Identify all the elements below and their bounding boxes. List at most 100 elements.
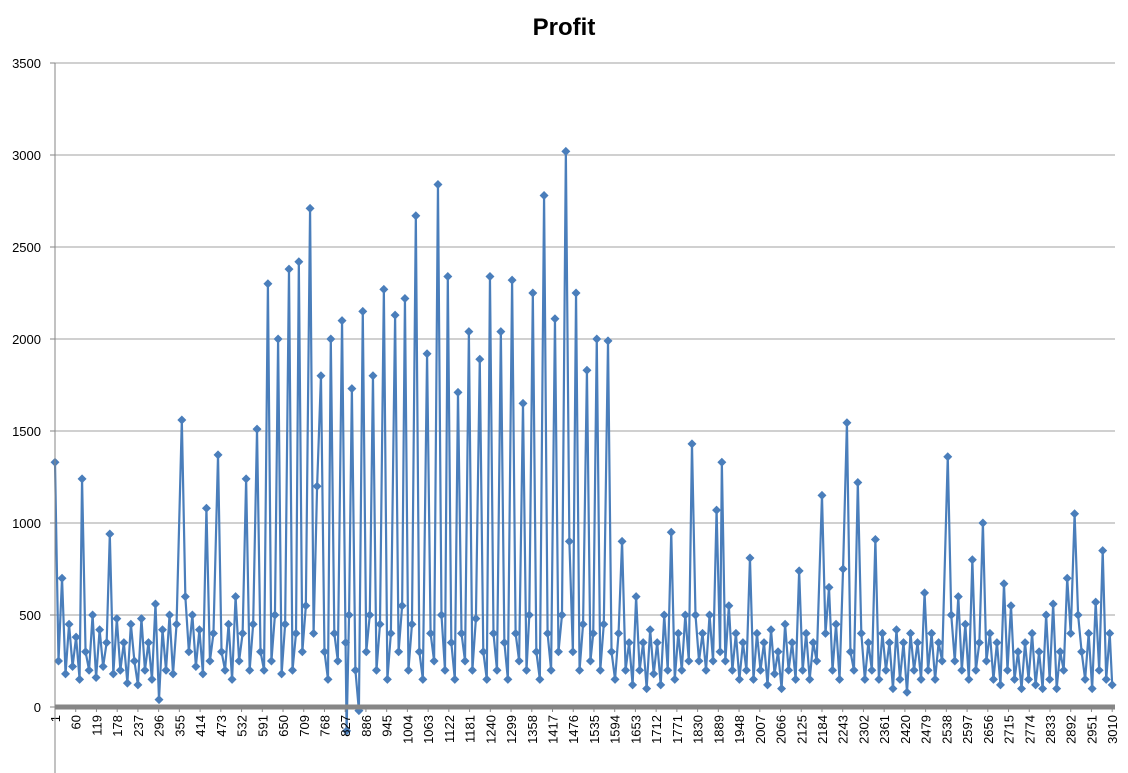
x-tick-label: 1358 xyxy=(525,715,540,744)
x-tick-label: 119 xyxy=(89,715,104,736)
data-point xyxy=(84,665,94,675)
y-tick-label: 1500 xyxy=(12,424,41,439)
data-point xyxy=(433,179,443,189)
data-point xyxy=(902,687,912,697)
x-tick-label: 2184 xyxy=(815,715,830,744)
data-point xyxy=(687,439,697,449)
data-point xyxy=(992,638,1002,648)
data-point xyxy=(649,669,659,679)
data-point xyxy=(971,665,981,675)
x-tick-label: 2833 xyxy=(1043,715,1058,744)
data-point xyxy=(329,628,339,638)
data-point xyxy=(323,674,333,684)
data-point xyxy=(535,674,545,684)
data-point xyxy=(1031,680,1041,690)
y-tick-label: 500 xyxy=(19,608,41,623)
data-point xyxy=(916,674,926,684)
data-point xyxy=(514,656,524,666)
data-point xyxy=(845,647,855,657)
y-tick-label: 2000 xyxy=(12,332,41,347)
data-point xyxy=(891,625,901,635)
data-point xyxy=(266,656,276,666)
data-point xyxy=(471,614,481,624)
data-point xyxy=(784,665,794,675)
data-point xyxy=(1024,674,1034,684)
data-point xyxy=(867,665,877,675)
data-point xyxy=(150,599,160,609)
data-point xyxy=(227,674,237,684)
data-point xyxy=(974,638,984,648)
data-point xyxy=(1084,628,1094,638)
data-point xyxy=(599,619,609,629)
data-point xyxy=(172,619,182,629)
data-point xyxy=(805,674,815,684)
x-tick-label: 532 xyxy=(235,715,250,737)
x-tick-label: 2538 xyxy=(939,715,954,744)
x-tick-label: 1653 xyxy=(628,715,643,744)
data-point xyxy=(184,647,194,657)
data-point xyxy=(631,592,641,602)
data-point xyxy=(115,665,125,675)
data-point xyxy=(801,628,811,638)
data-point xyxy=(220,665,230,675)
data-point xyxy=(231,592,241,602)
data-point xyxy=(429,656,439,666)
data-point xyxy=(337,316,347,326)
data-point xyxy=(1062,573,1072,583)
x-tick-label: 473 xyxy=(214,715,229,737)
data-point xyxy=(518,398,528,408)
data-point xyxy=(361,647,371,657)
data-point xyxy=(347,384,357,394)
data-point xyxy=(720,656,730,666)
data-point xyxy=(557,610,567,620)
data-point xyxy=(371,665,381,675)
data-point xyxy=(812,656,822,666)
data-point xyxy=(663,665,673,675)
data-point xyxy=(291,628,301,638)
data-point xyxy=(995,680,1005,690)
data-point xyxy=(927,628,937,638)
x-tick-label: 1948 xyxy=(732,715,747,744)
data-point xyxy=(680,610,690,620)
data-point xyxy=(333,656,343,666)
x-tick-label: 1004 xyxy=(400,715,415,744)
data-point xyxy=(136,614,146,624)
data-point xyxy=(701,665,711,675)
data-point xyxy=(382,674,392,684)
data-point xyxy=(638,638,648,648)
data-point xyxy=(752,628,762,638)
data-point xyxy=(256,647,266,657)
data-point xyxy=(708,656,718,666)
x-tick-label: 1122 xyxy=(442,715,457,743)
data-point xyxy=(436,610,446,620)
data-point xyxy=(985,628,995,638)
x-tick-label: 709 xyxy=(297,715,312,737)
data-point xyxy=(457,628,467,638)
x-tick-label: 2243 xyxy=(836,715,851,744)
data-point xyxy=(57,573,67,583)
x-tick-label: 1063 xyxy=(421,715,436,744)
data-point xyxy=(112,614,122,624)
data-point xyxy=(856,628,866,638)
data-point xyxy=(54,656,64,666)
y-tick-label: 0 xyxy=(34,700,41,715)
data-point xyxy=(1017,684,1027,694)
data-point xyxy=(553,647,563,657)
data-point xyxy=(937,656,947,666)
data-point xyxy=(217,647,227,657)
data-point xyxy=(453,387,463,397)
data-point xyxy=(588,628,598,638)
data-point xyxy=(81,647,91,657)
data-point xyxy=(102,638,112,648)
data-point xyxy=(1107,680,1117,690)
data-point xyxy=(964,674,974,684)
data-point xyxy=(546,665,556,675)
data-point xyxy=(920,588,930,598)
data-point xyxy=(842,418,852,428)
x-tick-label: 2774 xyxy=(1022,715,1037,744)
data-point xyxy=(375,619,385,629)
data-point xyxy=(617,536,627,546)
data-point xyxy=(870,535,880,545)
data-point xyxy=(147,674,157,684)
